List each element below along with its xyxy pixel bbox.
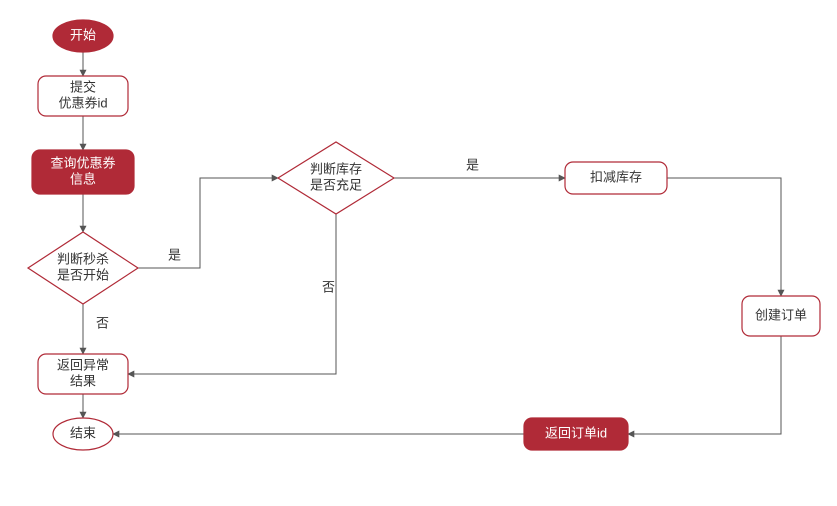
node-deduct: 扣减库存 [565, 162, 667, 194]
edge-decStock-no [128, 214, 336, 374]
node-query-text-0: 查询优惠券 [50, 155, 115, 170]
node-query-text-1: 信息 [70, 171, 96, 186]
node-decStart-text-0: 判断秒杀 [57, 251, 109, 266]
edge-label-decStart-no: 否 [96, 315, 109, 330]
node-decStock-text-0: 判断库存 [310, 161, 362, 176]
edge-deduct [667, 178, 781, 296]
node-decStock-text-1: 是否充足 [310, 177, 362, 192]
node-create-text-0: 创建订单 [755, 307, 807, 322]
node-retId-text-0: 返回订单id [545, 425, 607, 440]
node-error: 返回异常结果 [38, 354, 128, 394]
node-submit-text-0: 提交 [70, 79, 96, 94]
nodes-layer: 开始提交优惠券id 查询优惠券信息判断秒杀是否开始 判断库存是否充足 扣减库存创建订单… [28, 20, 820, 450]
edge-create [628, 336, 781, 434]
node-submit-text-1: 优惠券id [58, 95, 107, 110]
node-create: 创建订单 [742, 296, 820, 336]
node-submit: 提交优惠券id [38, 76, 128, 116]
node-decStart-text-1: 是否开始 [57, 267, 109, 282]
node-start: 开始 [53, 20, 113, 52]
node-start-text-0: 开始 [70, 27, 96, 42]
node-end: 结束 [53, 418, 113, 450]
edge-label-decStock-no: 否 [322, 279, 335, 294]
node-decStock: 判断库存是否充足 [278, 142, 394, 214]
node-error-text-1: 结果 [70, 373, 96, 388]
edge-decStart-yes [138, 178, 278, 268]
node-error-text-0: 返回异常 [57, 357, 109, 372]
edge-label-decStock-yes: 是 [466, 157, 479, 172]
node-decStart: 判断秒杀是否开始 [28, 232, 138, 304]
edge-label-decStart-yes: 是 [168, 247, 181, 262]
node-query: 查询优惠券信息 [32, 150, 134, 194]
node-end-text-0: 结束 [70, 425, 96, 440]
node-retId: 返回订单id [524, 418, 628, 450]
node-deduct-text-0: 扣减库存 [590, 169, 642, 184]
edges-layer: 否是是否 [83, 52, 781, 434]
